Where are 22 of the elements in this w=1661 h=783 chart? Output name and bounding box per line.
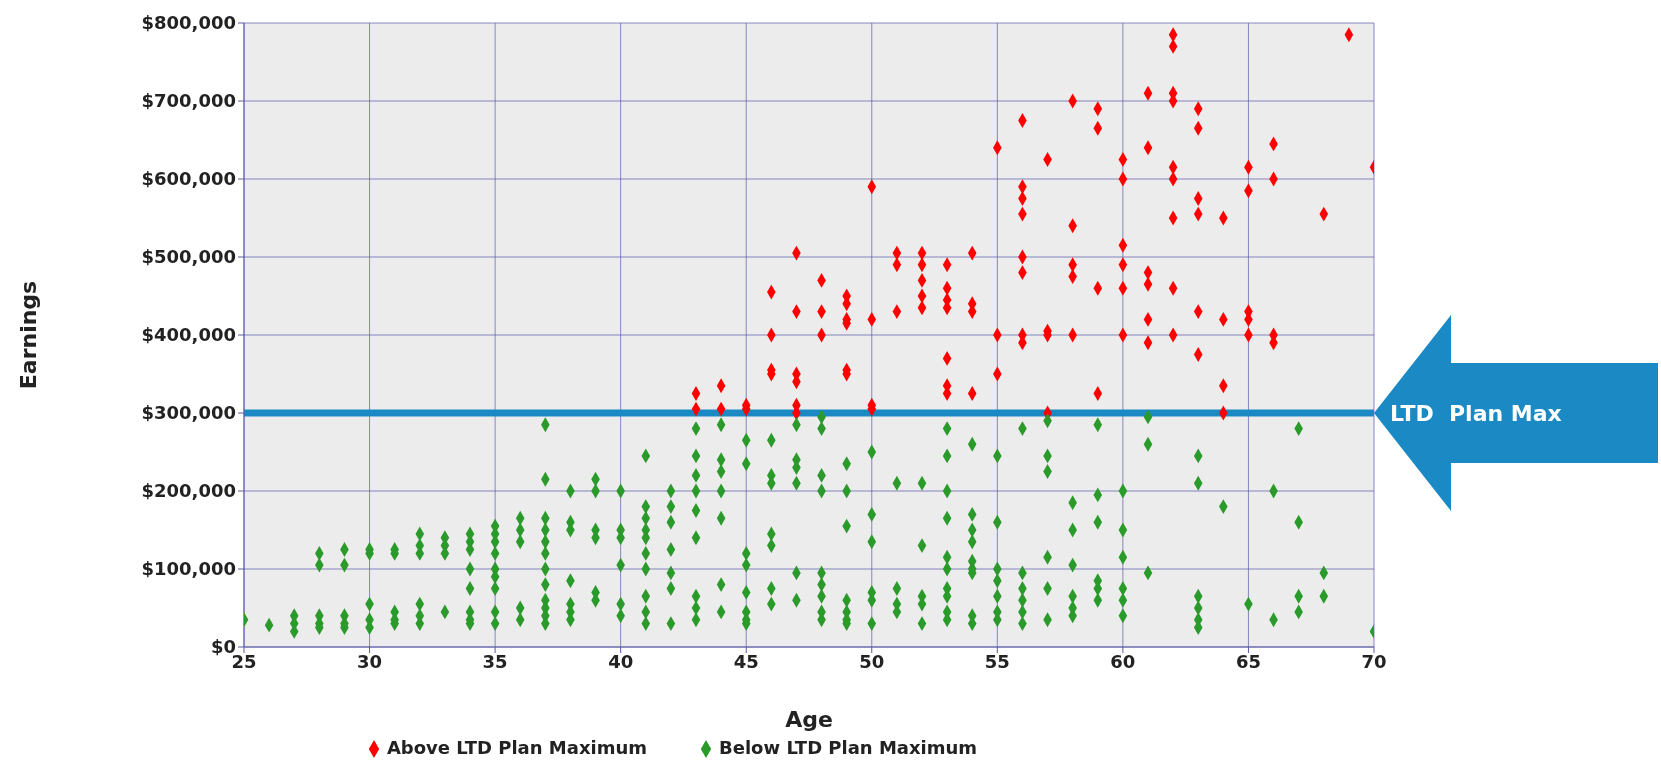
y-tick-label: $600,000 [141,168,236,190]
x-tick-label: 50 [859,650,885,672]
y-tick-label: $100,000 [141,558,236,580]
x-axis-title: Age [785,707,833,732]
x-tick-label: 70 [1361,650,1387,672]
x-tick-label: 60 [1110,650,1136,672]
y-tick-label: $700,000 [141,90,236,112]
legend-label: Above LTD Plan Maximum [386,737,648,758]
y-tick-label: $300,000 [141,402,236,424]
y-tick-label: $200,000 [141,480,236,502]
y-tick-label: $800,000 [141,12,236,34]
x-tick-label: 65 [1235,650,1261,672]
ref-line-label: LTD Plan Max [1390,401,1562,426]
x-tick-label: 40 [608,650,634,672]
x-tick-label: 35 [482,650,508,672]
x-tick-label: 55 [984,650,1010,672]
x-tick-label: 45 [733,650,759,672]
x-tick-label: 30 [357,650,383,672]
y-tick-label: $500,000 [141,246,236,268]
y-tick-label: $400,000 [141,324,236,346]
legend-label: Below LTD Plan Maximum [719,737,978,758]
y-axis-title: Earnings [15,280,41,390]
